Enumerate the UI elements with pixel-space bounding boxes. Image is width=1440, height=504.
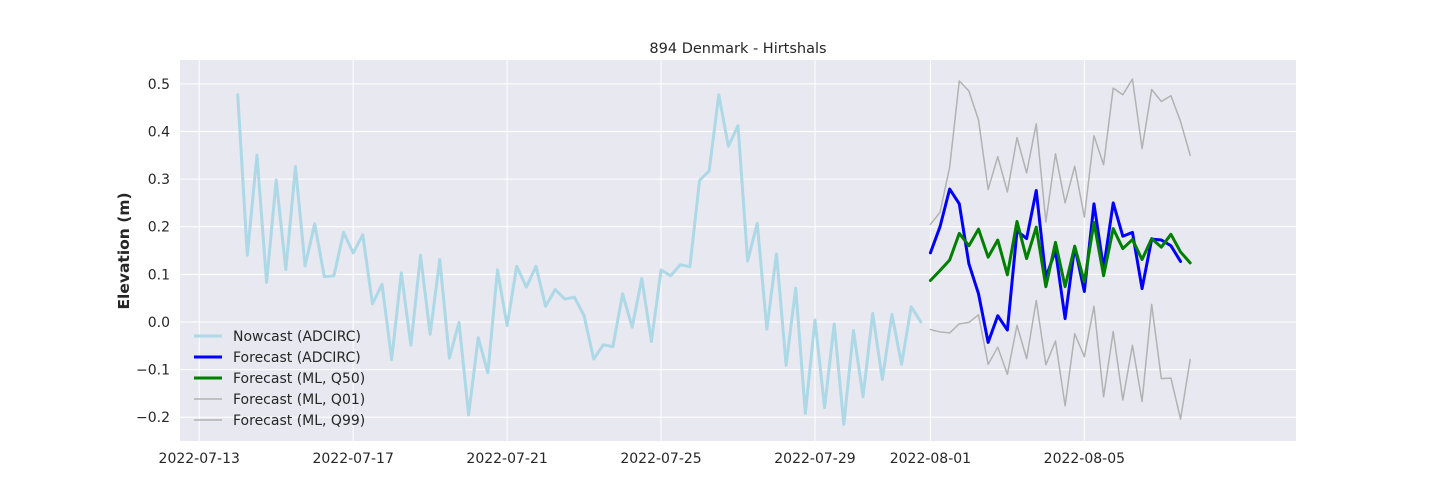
legend-label: Forecast (ML, Q01)	[233, 392, 365, 408]
series-line-forecast-ml-q99	[929, 78, 1191, 226]
x-tick-label: 2022-07-13	[159, 451, 240, 467]
y-tick-label: 0.4	[148, 124, 170, 140]
legend: Nowcast (ADCIRC) Forecast (ADCIRC) Forecas…	[194, 329, 365, 429]
legend-label: Forecast (ML, Q99)	[233, 413, 365, 429]
chart-title: 894 Denmark - Hirtshals	[649, 41, 826, 57]
series-line-forecast-ml-q50	[928, 219, 1192, 289]
y-tick-labels: −0.2 −0.1 0.0 0.1 0.2 0.3 0.4 0.5	[136, 77, 170, 426]
x-tick-label: 2022-07-17	[312, 451, 393, 467]
y-axis-label: Elevation (m)	[115, 192, 133, 309]
x-tick-label: 2022-08-05	[1044, 451, 1125, 467]
x-tick-label: 2022-08-01	[890, 451, 971, 467]
series-line-forecast-ml-q01	[929, 299, 1191, 420]
y-tick-label: 0.1	[148, 267, 170, 283]
legend-label: Forecast (ADCIRC)	[233, 350, 361, 366]
y-tick-label: −0.1	[136, 363, 170, 379]
series-line-forecast-adcirc	[928, 187, 1183, 344]
x-tick-label: 2022-07-29	[774, 451, 855, 467]
y-tick-label: 0.0	[148, 315, 170, 331]
y-tick-label: 0.5	[148, 77, 170, 93]
y-tick-label: −0.2	[136, 410, 170, 426]
y-tick-label: 0.2	[148, 220, 170, 236]
y-tick-label: 0.3	[148, 172, 170, 188]
x-tick-labels: 2022-07-13 2022-07-17 2022-07-21 2022-07-25…	[159, 451, 1125, 467]
x-tick-label: 2022-07-21	[466, 451, 547, 467]
legend-label: Nowcast (ADCIRC)	[233, 329, 361, 345]
series-line-nowcast-adcirc	[236, 93, 923, 426]
legend-label: Forecast (ML, Q50)	[233, 371, 365, 387]
series-layer	[236, 78, 1192, 426]
x-tick-label: 2022-07-25	[620, 451, 701, 467]
